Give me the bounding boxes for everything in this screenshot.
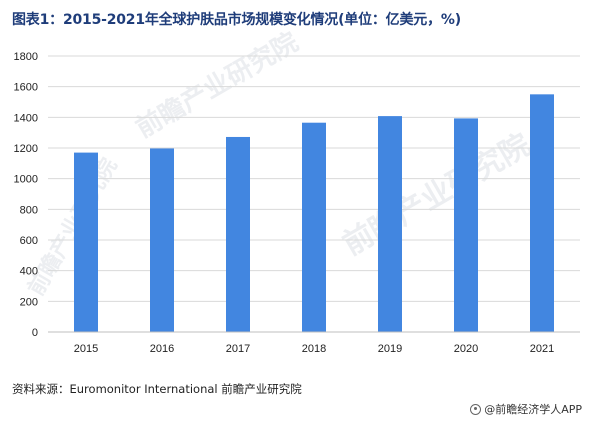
y-tick-label: 1200 — [14, 143, 38, 155]
brand-label: @前瞻经济学人APP — [484, 403, 582, 416]
y-tick-label: 400 — [20, 266, 38, 278]
chart-title: 图表1：2015-2021年全球护肤品市场规模变化情况(单位：亿美元，%) — [12, 12, 461, 28]
x-tick-label: 2016 — [150, 343, 174, 355]
y-tick-label: 600 — [20, 235, 38, 247]
y-tick-label: 1400 — [14, 112, 38, 124]
y-tick-label: 0 — [32, 327, 38, 339]
source-note: 资料来源：Euromonitor International 前瞻产业研究院 — [12, 382, 302, 396]
bar-2021 — [530, 94, 554, 332]
y-tick-label: 1800 — [14, 51, 38, 63]
y-axis-ticks: 0 200 400 600 800 1000 1200 1400 1600 1800 — [14, 51, 38, 339]
y-tick-label: 200 — [20, 296, 38, 308]
x-axis-ticks: 2015 2016 2017 2018 2019 2020 2021 — [74, 343, 554, 355]
x-tick-label: 2019 — [378, 343, 402, 355]
y-tick-label: 1000 — [14, 174, 38, 186]
bar-2020 — [454, 118, 478, 332]
y-tick-label: 800 — [20, 204, 38, 216]
bars — [74, 94, 554, 333]
x-tick-label: 2015 — [74, 343, 98, 355]
x-tick-label: 2018 — [302, 343, 326, 355]
y-tick-label: 1600 — [14, 82, 38, 94]
x-tick-label: 2021 — [530, 343, 554, 355]
x-tick-label: 2020 — [454, 343, 478, 355]
x-tick-label: 2017 — [226, 343, 250, 355]
bar-2019 — [378, 116, 402, 333]
brand-footer: @前瞻经济学人APP — [470, 401, 582, 417]
brand-logo-icon — [470, 403, 482, 415]
bar-2017 — [226, 136, 250, 332]
bar-2018 — [302, 122, 326, 332]
bar-2016 — [150, 148, 174, 332]
bar-2015 — [74, 152, 98, 332]
